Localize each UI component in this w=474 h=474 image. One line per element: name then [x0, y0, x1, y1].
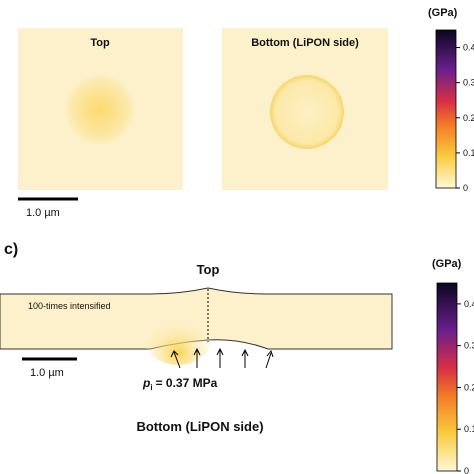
pressure-subscript: i	[150, 383, 152, 392]
colorbar-tick-label: 0.4	[463, 43, 474, 53]
panel-label: c)	[4, 241, 18, 258]
pressure-arrows	[170, 347, 274, 369]
colorbar-tick-label: 0	[464, 466, 469, 474]
pressure-label: pi = 0.37 MPa	[142, 376, 218, 392]
top-label: Top	[197, 262, 220, 277]
pressure-value: = 0.37 MPa	[156, 376, 218, 390]
colorbar-label: (GPa)	[428, 7, 458, 19]
map-title: Top	[90, 37, 110, 49]
stress-spot	[143, 305, 213, 365]
scale-label: 1.0 µm	[26, 207, 60, 219]
colorbar-tick-label: 0.3	[463, 78, 474, 88]
colorbar-tick-label: 0.1	[463, 148, 474, 158]
colorbar-tick-label: 0.1	[464, 424, 474, 434]
colorbar	[436, 282, 458, 472]
colorbar-tick-label: 0	[463, 183, 468, 193]
pressure-symbol: p	[142, 376, 150, 390]
note: 100-times intensified	[28, 301, 111, 311]
stress-ring	[270, 75, 344, 149]
colorbar-tick-label: 0.4	[464, 299, 474, 309]
colorbar-tick-label: 0.2	[463, 113, 474, 123]
colorbar	[435, 29, 457, 189]
stress-spot	[64, 74, 136, 146]
scale-label: 1.0 µm	[30, 367, 64, 379]
colorbar-tick-label: 0.3	[464, 341, 474, 351]
map-title: Bottom (LiPON side)	[251, 37, 359, 49]
colorbar-tick-label: 0.2	[464, 382, 474, 392]
colorbar-label: (GPa)	[432, 258, 462, 270]
bottom-label: Bottom (LiPON side)	[136, 419, 263, 434]
